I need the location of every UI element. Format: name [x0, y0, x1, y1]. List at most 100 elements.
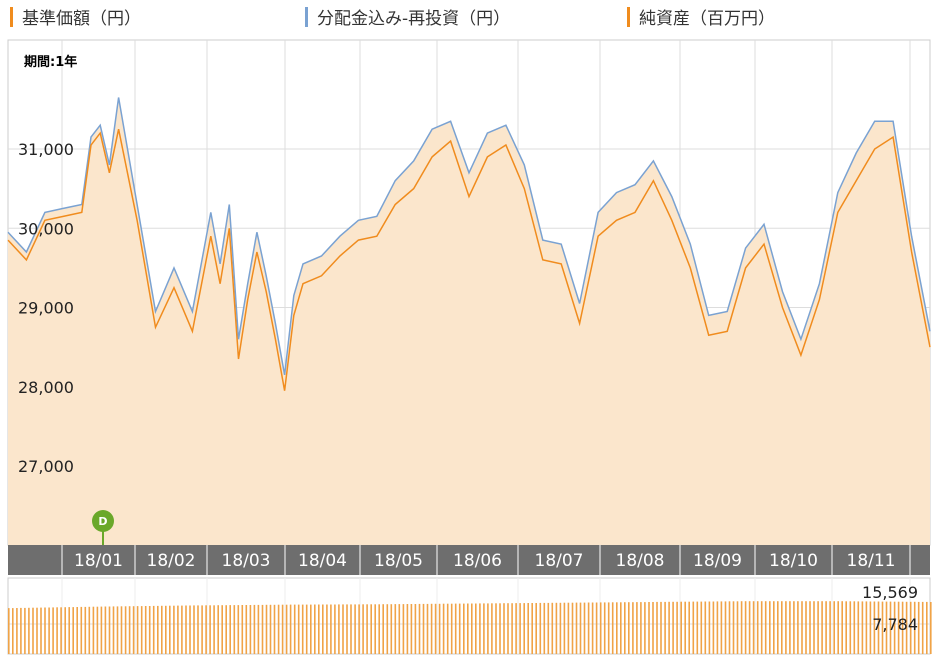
- net-assets-bar: [744, 601, 747, 654]
- net-assets-bar: [318, 604, 320, 654]
- net-assets-bar: [648, 602, 650, 654]
- net-assets-tick-label: 7,784: [872, 615, 918, 634]
- net-assets-bar: [575, 602, 578, 654]
- net-assets-bar: [40, 607, 42, 654]
- net-assets-bar: [322, 604, 324, 654]
- net-assets-bar: [463, 603, 465, 654]
- net-assets-bar: [438, 603, 441, 654]
- net-assets-bar: [897, 601, 900, 654]
- net-assets-bar: [458, 603, 461, 654]
- net-assets-bar: [12, 608, 14, 654]
- legend-swatch-net-assets: [627, 7, 630, 27]
- net-assets-bar: [873, 601, 876, 654]
- net-assets-bar: [467, 603, 469, 654]
- net-assets-bar: [181, 605, 183, 654]
- net-assets-bar: [169, 605, 171, 654]
- net-assets-bar: [644, 602, 646, 654]
- net-assets-bar: [676, 601, 678, 654]
- x-tick-label: 18/06: [453, 551, 502, 571]
- net-assets-bar: [350, 604, 352, 654]
- net-assets-bar: [611, 602, 614, 654]
- net-assets-bar: [769, 601, 771, 654]
- x-tick-label: 18/05: [374, 551, 423, 571]
- net-assets-bar: [664, 601, 666, 654]
- dividend-marker-circle: [92, 510, 114, 532]
- dividend-marker[interactable]: D: [92, 510, 114, 545]
- net-assets-bar: [660, 601, 662, 654]
- net-assets-bar: [205, 605, 207, 654]
- net-assets-bar: [390, 604, 393, 654]
- y-tick-label: 27,000: [18, 457, 74, 476]
- net-assets-bar: [825, 601, 827, 654]
- net-assets-bar: [857, 601, 860, 654]
- net-assets-bar: [213, 605, 215, 654]
- net-assets-bar: [88, 606, 91, 654]
- net-assets-bar: [551, 602, 554, 654]
- net-assets-bar: [362, 604, 364, 654]
- net-assets-bar: [245, 605, 248, 654]
- net-assets-bar: [24, 607, 26, 654]
- net-assets-bar: [616, 602, 618, 654]
- net-assets-bar: [817, 601, 819, 654]
- net-assets-bar: [394, 604, 397, 654]
- net-assets-bar: [889, 601, 892, 654]
- net-assets-bar: [781, 601, 783, 654]
- legend-swatch-nav: [10, 7, 13, 27]
- y-axis: 27,000 28,000 29,000 30,000 31,000: [18, 140, 74, 476]
- net-assets-bar: [656, 601, 658, 654]
- net-assets-bar: [301, 604, 304, 654]
- x-tick-label: 18/11: [847, 551, 896, 571]
- net-assets-bar: [523, 603, 525, 654]
- net-assets-bar: [454, 603, 457, 654]
- net-assets-bar: [265, 604, 268, 654]
- net-assets-bar: [640, 602, 642, 654]
- net-assets-bar: [704, 601, 707, 654]
- net-assets-tick-label: 15,569: [862, 583, 918, 602]
- month-axis-bar: [8, 545, 930, 575]
- net-assets-bar: [148, 606, 151, 654]
- net-assets-bar: [881, 601, 884, 654]
- net-assets-bar: [869, 601, 872, 654]
- net-assets-bar: [289, 604, 292, 654]
- net-assets-bar: [740, 601, 743, 654]
- legend-label-reinvest: 分配金込み-再投資（円）: [317, 9, 510, 29]
- legend: 基準価額（円） 分配金込み-再投資（円） 純資産（百万円）: [10, 7, 775, 29]
- net-assets-bar: [833, 601, 835, 654]
- net-assets-bar: [112, 606, 115, 654]
- net-assets-bar: [732, 601, 735, 654]
- net-assets-bar: [789, 601, 791, 654]
- net-assets-bar: [285, 604, 288, 654]
- net-assets-bar: [760, 601, 763, 654]
- net-assets-bar: [531, 603, 533, 654]
- net-assets-bar: [165, 605, 167, 654]
- net-assets-bar: [471, 603, 473, 654]
- net-assets-bar: [893, 601, 896, 654]
- net-assets-bar: [845, 601, 847, 654]
- net-assets-bar: [233, 605, 236, 654]
- net-assets-bar: [567, 602, 570, 654]
- net-assets-bar: [748, 601, 751, 654]
- net-assets-bar: [96, 606, 99, 654]
- net-assets-bar: [809, 601, 811, 654]
- net-assets-bar: [821, 601, 823, 654]
- net-assets-bar: [237, 605, 240, 654]
- net-assets-bar: [797, 601, 799, 654]
- net-assets-bar: [603, 602, 606, 654]
- net-assets-bar: [36, 607, 38, 654]
- net-assets-bar: [901, 601, 904, 654]
- net-assets-bar: [189, 605, 191, 654]
- x-tick-label: 18/09: [693, 551, 742, 571]
- net-assets-bar: [483, 603, 485, 654]
- net-assets-bar: [563, 602, 566, 654]
- series-line-reinvest: [7, 97, 931, 376]
- net-assets-bar: [249, 605, 252, 654]
- x-tick-label: 18/07: [535, 551, 584, 571]
- net-assets-bar: [692, 601, 695, 654]
- net-assets-bar: [515, 603, 517, 654]
- net-assets-bar: [571, 602, 574, 654]
- net-assets-bar: [116, 606, 119, 654]
- net-assets-bar: [128, 606, 131, 654]
- month-axis: 18/01 18/02 18/03 18/04 18/05 18/06 18/07 18/08…: [61, 545, 911, 575]
- net-assets-bar: [511, 603, 513, 654]
- net-assets-bar: [499, 603, 501, 654]
